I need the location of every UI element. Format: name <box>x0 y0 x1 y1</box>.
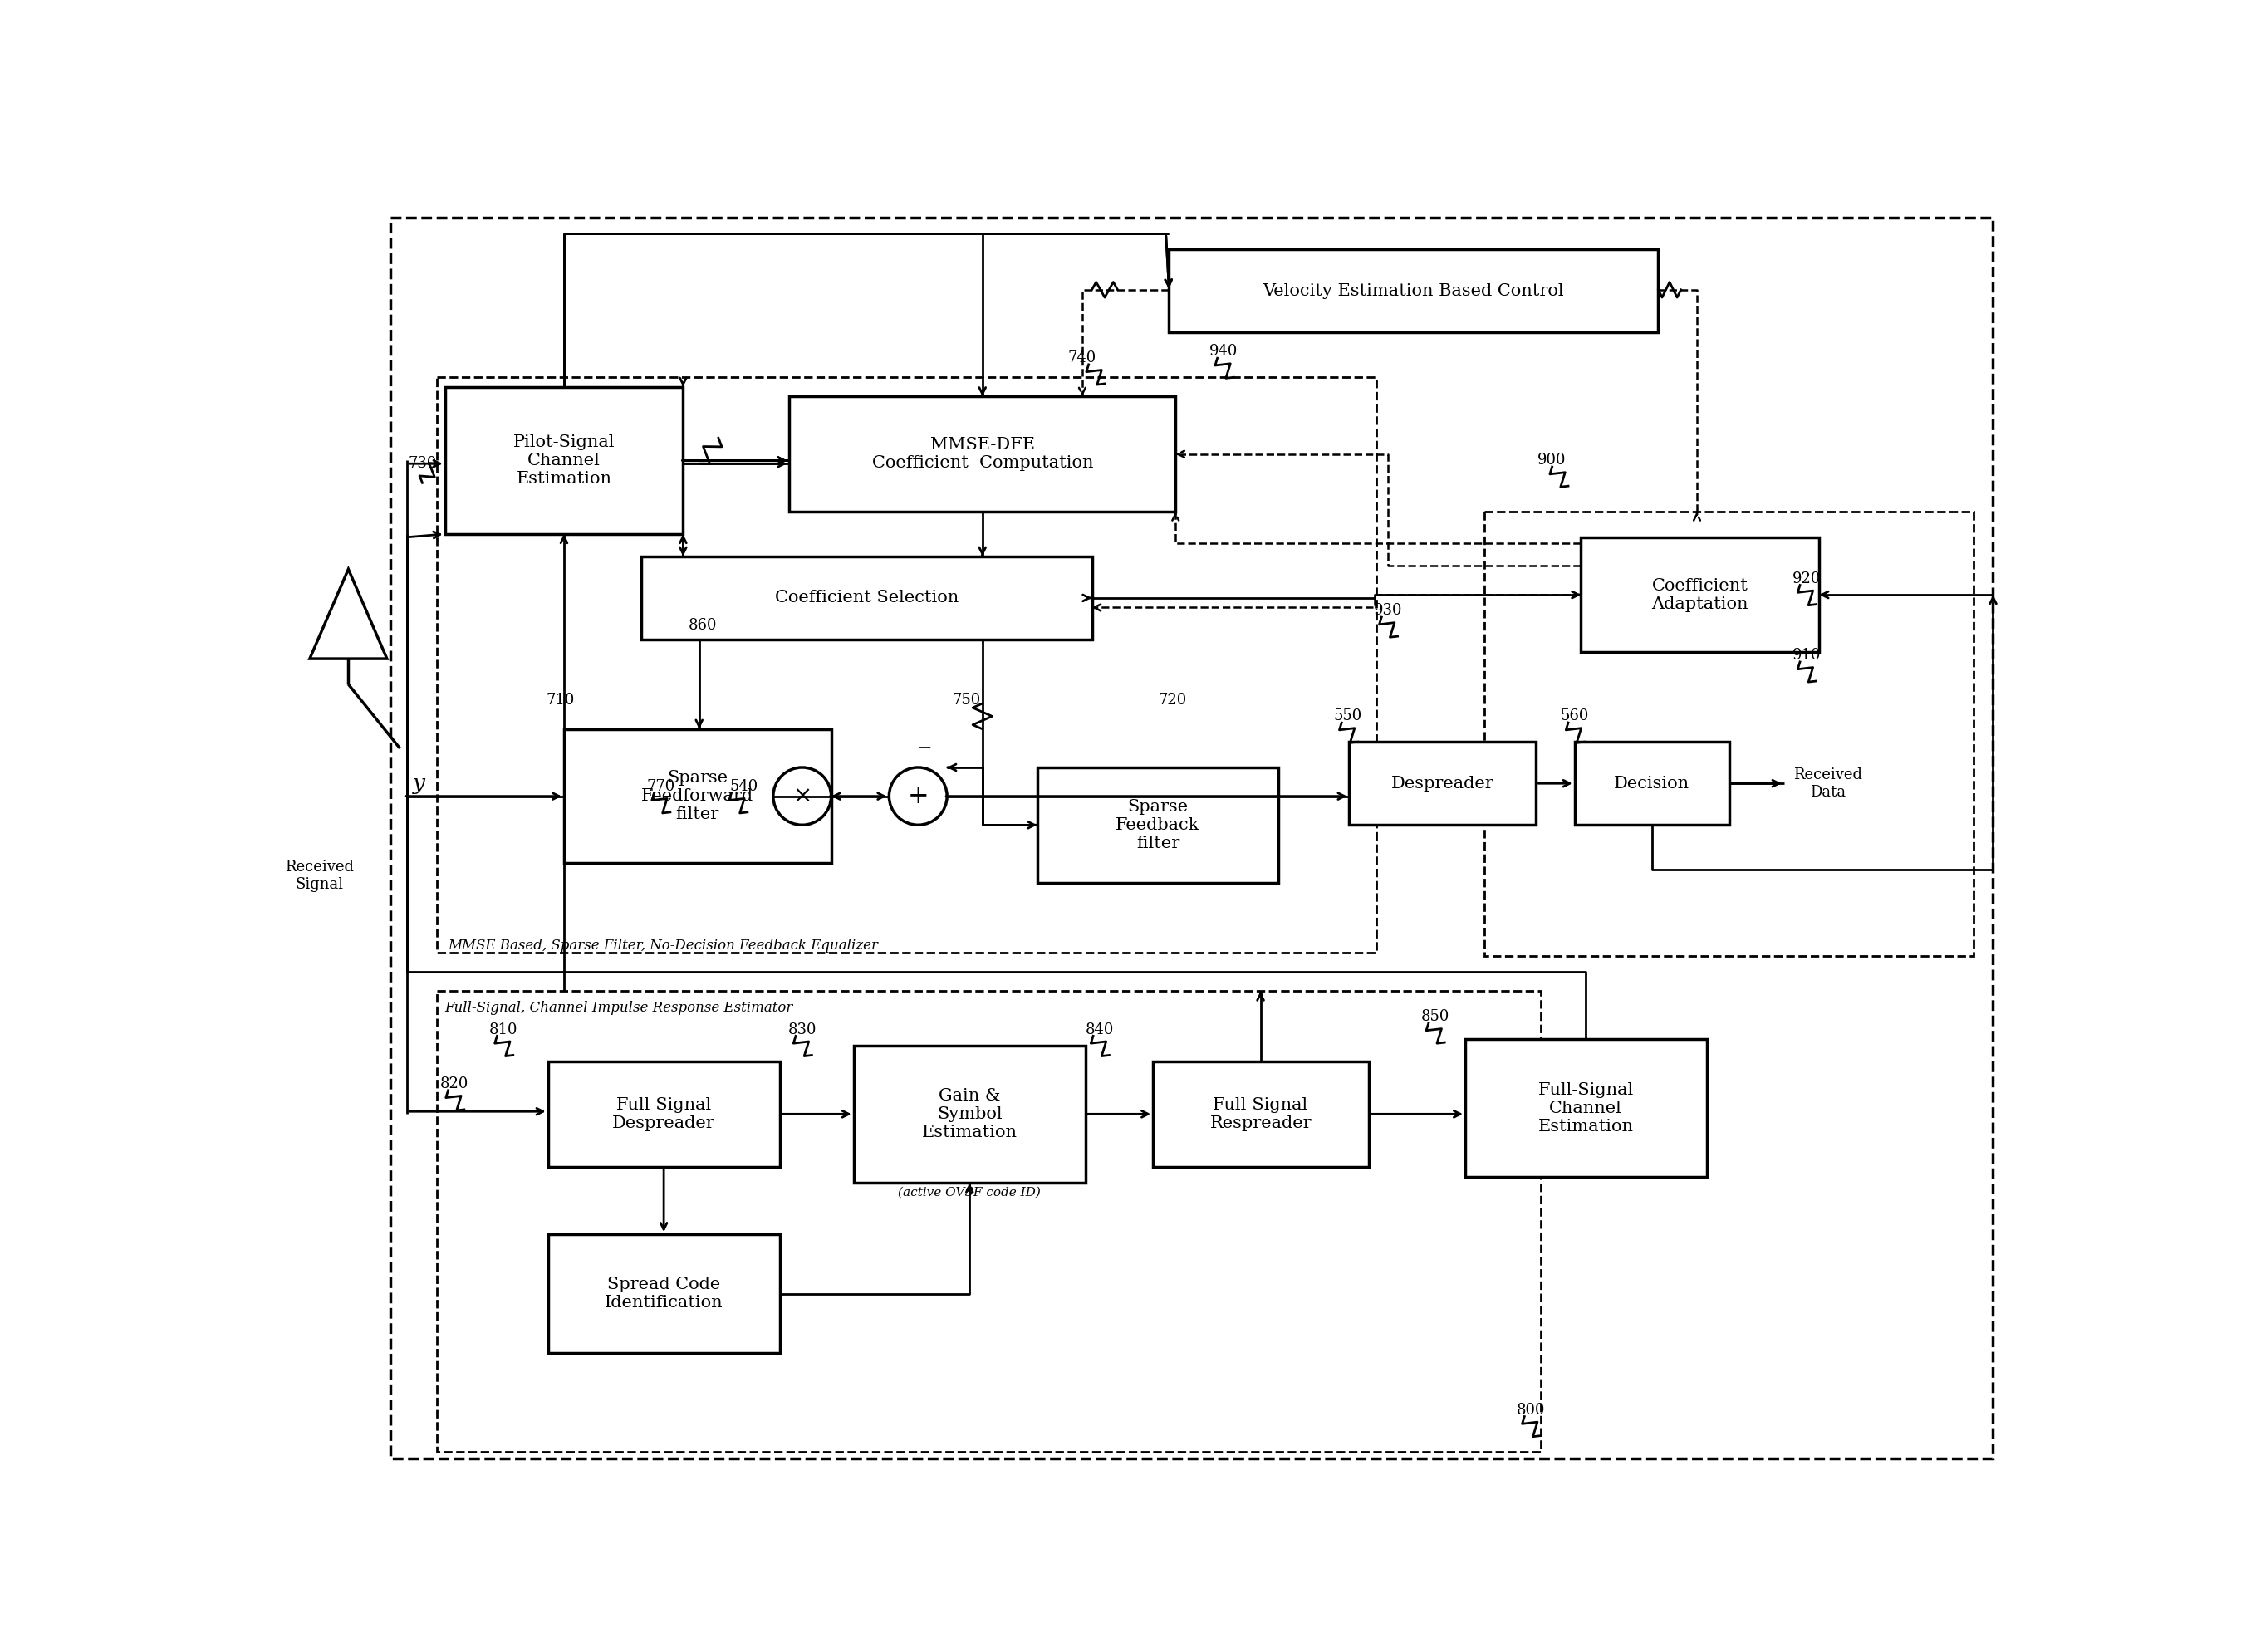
FancyBboxPatch shape <box>853 1046 1085 1183</box>
Text: 860: 860 <box>687 618 716 633</box>
Text: Pilot-Signal
Channel
Estimation: Pilot-Signal Channel Estimation <box>512 434 615 487</box>
FancyBboxPatch shape <box>1464 1039 1707 1176</box>
Text: 820: 820 <box>440 1077 469 1092</box>
Text: MMSE Based, Sparse Filter, No-Decision Feedback Equalizer: MMSE Based, Sparse Filter, No-Decision F… <box>449 938 878 953</box>
Text: 710: 710 <box>546 692 575 707</box>
Text: 930: 930 <box>1375 603 1402 618</box>
Text: Coefficient
Adaptation: Coefficient Adaptation <box>1651 578 1750 611</box>
FancyBboxPatch shape <box>788 396 1175 512</box>
Text: 900: 900 <box>1539 453 1565 468</box>
Text: 940: 940 <box>1211 344 1238 358</box>
Text: Decision: Decision <box>1615 775 1689 791</box>
Text: Velocity Estimation Based Control: Velocity Estimation Based Control <box>1262 282 1563 299</box>
Text: 560: 560 <box>1561 709 1588 724</box>
Text: 800: 800 <box>1516 1403 1545 1417</box>
Text: +: + <box>907 783 928 809</box>
Text: Coefficient Selection: Coefficient Selection <box>775 590 959 606</box>
Text: 910: 910 <box>1792 648 1822 662</box>
Text: Full-Signal
Respreader: Full-Signal Respreader <box>1211 1097 1312 1132</box>
Text: 920: 920 <box>1792 572 1822 586</box>
FancyBboxPatch shape <box>1350 742 1536 824</box>
FancyBboxPatch shape <box>564 729 831 864</box>
Text: 750: 750 <box>952 692 982 707</box>
Text: Sparse
Feedforward
filter: Sparse Feedforward filter <box>642 770 755 823</box>
Text: Spread Code
Identification: Spread Code Identification <box>604 1277 723 1310</box>
Text: Received
Signal: Received Signal <box>285 861 355 892</box>
Text: Received
Data: Received Data <box>1795 767 1862 800</box>
Text: 840: 840 <box>1085 1023 1114 1037</box>
Text: 740: 740 <box>1067 350 1096 365</box>
Text: 550: 550 <box>1334 709 1363 724</box>
Text: ×: × <box>793 785 811 808</box>
FancyBboxPatch shape <box>445 387 683 534</box>
FancyBboxPatch shape <box>1574 742 1729 824</box>
FancyBboxPatch shape <box>642 557 1092 639</box>
Text: 730: 730 <box>409 456 436 471</box>
Text: y: y <box>413 773 424 795</box>
Text: MMSE-DFE
Coefficient  Computation: MMSE-DFE Coefficient Computation <box>871 438 1094 471</box>
Text: (active OVSF code ID): (active OVSF code ID) <box>898 1186 1040 1198</box>
Text: 830: 830 <box>788 1023 818 1037</box>
Text: Gain &
Symbol
Estimation: Gain & Symbol Estimation <box>921 1089 1017 1140</box>
Text: 720: 720 <box>1159 692 1186 707</box>
FancyBboxPatch shape <box>1152 1062 1368 1168</box>
Text: 540: 540 <box>730 780 759 795</box>
FancyBboxPatch shape <box>1581 537 1819 653</box>
Text: 770: 770 <box>647 780 674 795</box>
Text: 810: 810 <box>490 1023 519 1037</box>
Text: Full-Signal
Despreader: Full-Signal Despreader <box>613 1097 714 1132</box>
FancyBboxPatch shape <box>1170 249 1658 332</box>
FancyBboxPatch shape <box>548 1234 779 1353</box>
Text: Sparse
Feedback
filter: Sparse Feedback filter <box>1116 800 1199 851</box>
Text: Full-Signal, Channel Impulse Response Estimator: Full-Signal, Channel Impulse Response Es… <box>445 1001 793 1014</box>
Text: Full-Signal
Channel
Estimation: Full-Signal Channel Estimation <box>1539 1082 1633 1135</box>
Text: Despreader: Despreader <box>1390 775 1494 791</box>
Text: −: − <box>916 740 932 758</box>
FancyBboxPatch shape <box>1038 768 1278 882</box>
FancyBboxPatch shape <box>548 1062 779 1168</box>
Text: 850: 850 <box>1422 1009 1449 1024</box>
